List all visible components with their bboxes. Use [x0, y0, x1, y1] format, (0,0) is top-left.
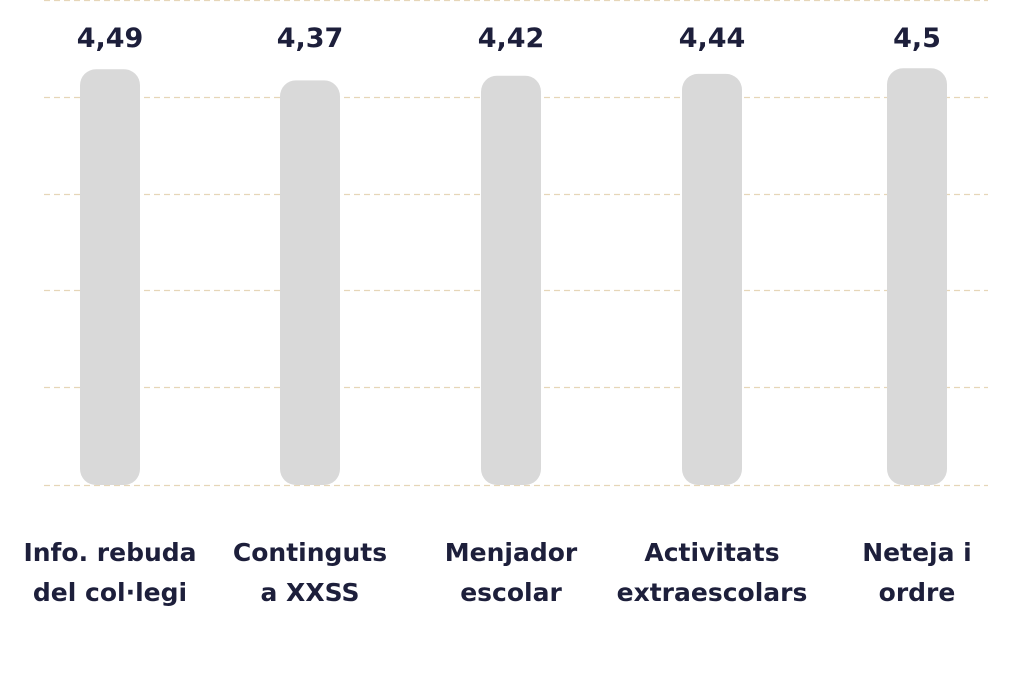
x-tick-label: Activitats extraescolars	[617, 538, 808, 607]
data-label: 4,49	[77, 23, 144, 54]
data-label: 4,44	[679, 23, 746, 54]
x-tick-label: Continguts a XXSS	[233, 538, 387, 607]
bar	[80, 69, 140, 485]
bar	[887, 68, 947, 486]
x-tick-label: Neteja i ordre	[862, 538, 972, 607]
data-label: 4,37	[277, 23, 344, 54]
data-label: 4,42	[478, 23, 545, 54]
bar	[481, 75, 541, 485]
x-tick-label: Menjador escolar	[445, 538, 578, 607]
bar	[682, 73, 742, 485]
bar	[280, 80, 340, 485]
data-label: 4,5	[893, 23, 941, 54]
x-tick-label: Info. rebuda del col·legi	[23, 538, 196, 607]
